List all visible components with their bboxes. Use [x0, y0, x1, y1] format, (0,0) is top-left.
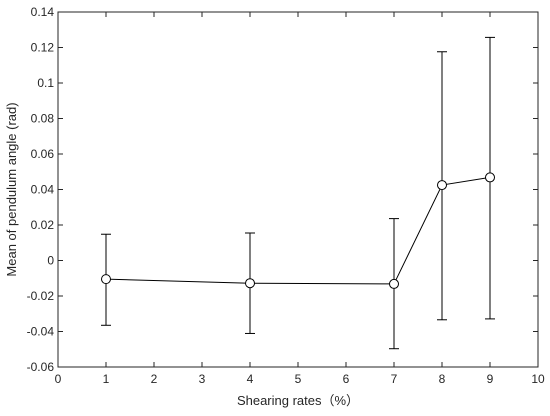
- series-line: [105, 176, 491, 285]
- x-axis-ticks: 0 1 2 3 4 5 6 7 8 9 10: [55, 12, 545, 386]
- x-tick-label: 8: [439, 372, 446, 386]
- data-series: [101, 172, 495, 289]
- x-axis-label: Shearing rates（%）: [237, 393, 359, 408]
- x-tick-label: 2: [151, 372, 158, 386]
- y-tick-label: -0.02: [27, 289, 55, 303]
- y-tick-label: -0.06: [27, 360, 55, 374]
- x-tick-label: 10: [531, 372, 545, 386]
- y-tick-label: 0: [47, 254, 54, 268]
- x-tick-label: 0: [55, 372, 62, 386]
- y-axis-label: Mean of pendulum angle (rad): [4, 102, 19, 276]
- data-point-marker: [245, 278, 255, 289]
- x-tick-label: 3: [199, 372, 206, 386]
- y-tick-label: 0.1: [37, 76, 54, 90]
- plot-area-border: [57, 11, 539, 368]
- y-axis-ticks: -0.06 -0.04 -0.02 0 0.02 0.04 0.06 0.08 0.1 0.12 0…: [27, 5, 538, 374]
- y-tick-label: 0.12: [31, 41, 55, 55]
- axes-frame: [57, 11, 539, 368]
- x-tick-label: 4: [247, 372, 254, 386]
- x-tick-label: 5: [295, 372, 302, 386]
- data-point-marker: [389, 278, 399, 289]
- error-bars: [101, 36, 495, 350]
- x-tick-label: 7: [391, 372, 398, 386]
- y-tick-label: 0.02: [31, 218, 55, 232]
- y-tick-label: 0.14: [31, 5, 55, 19]
- data-point-marker: [101, 274, 111, 285]
- x-tick-label: 1: [103, 372, 110, 386]
- x-tick-label: 9: [487, 372, 494, 386]
- y-tick-label: 0.06: [31, 147, 55, 161]
- y-tick-label: 0.04: [31, 183, 55, 197]
- data-point-marker: [485, 172, 495, 183]
- y-tick-label: -0.04: [27, 325, 55, 339]
- y-tick-label: 0.08: [31, 112, 55, 126]
- data-point-marker: [437, 180, 447, 191]
- x-tick-label: 6: [343, 372, 350, 386]
